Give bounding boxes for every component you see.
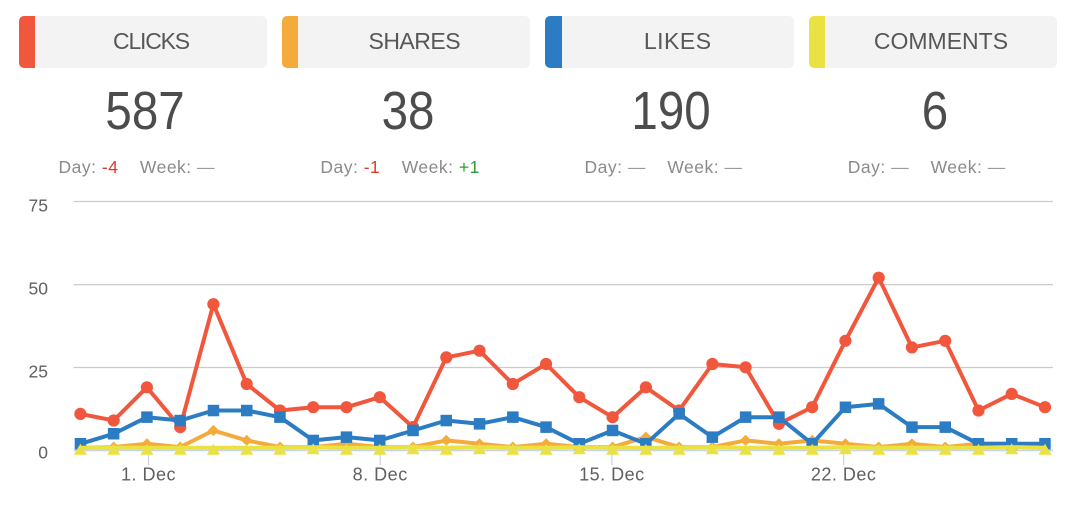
svg-text:0: 0 [38, 442, 48, 462]
svg-text:75: 75 [29, 196, 48, 216]
svg-text:22. Dec: 22. Dec [811, 465, 877, 485]
svg-text:1. Dec: 1. Dec [121, 465, 176, 485]
svg-text:15. Dec: 15. Dec [579, 465, 645, 485]
svg-text:25: 25 [29, 362, 48, 382]
svg-text:50: 50 [29, 279, 49, 299]
svg-text:8. Dec: 8. Dec [353, 465, 408, 485]
